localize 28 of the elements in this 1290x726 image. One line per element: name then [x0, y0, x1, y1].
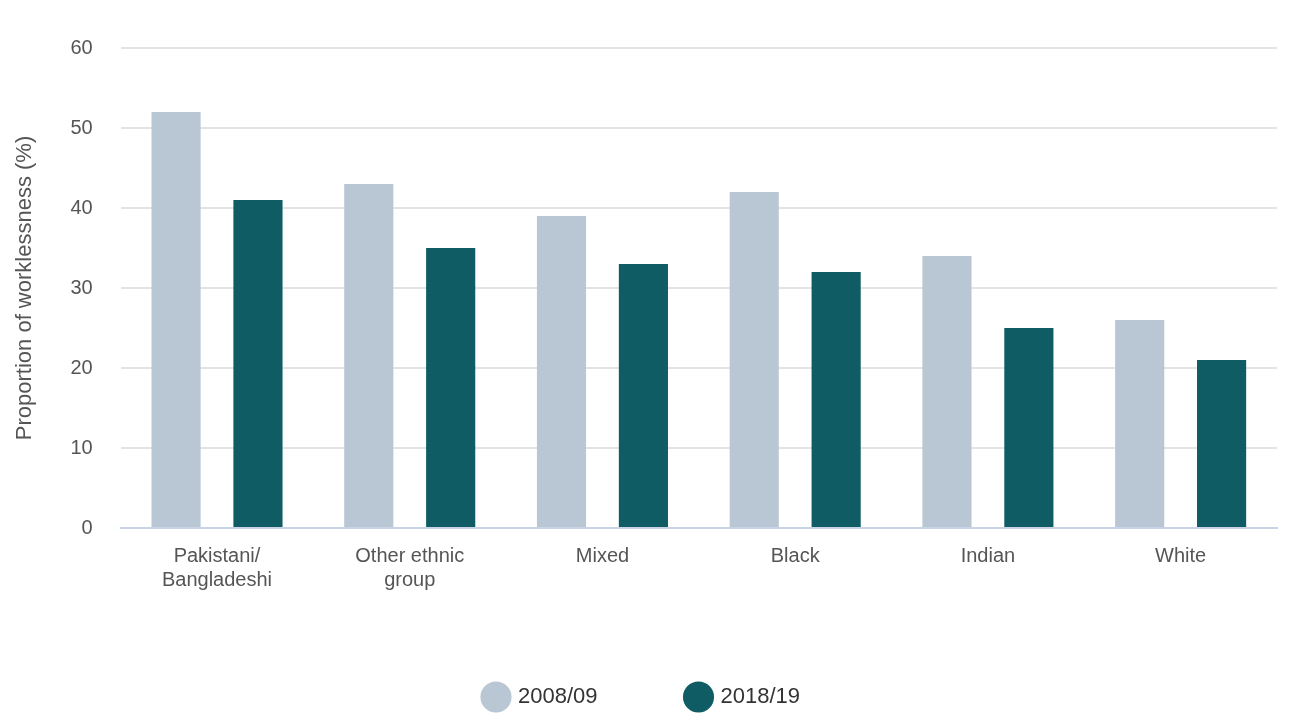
x-tick-label: Mixed	[575, 543, 630, 566]
x-tick-label: Indian	[960, 543, 1016, 566]
y-tick-label: 50	[70, 115, 93, 138]
bar	[811, 272, 861, 527]
bar	[618, 264, 668, 527]
y-tick-label: 20	[70, 355, 93, 378]
x-tick-label: Black	[770, 543, 821, 566]
bar	[922, 256, 972, 527]
y-tick-label: 0	[81, 515, 93, 538]
x-tick-label: Other ethnic group	[355, 543, 465, 590]
bar	[729, 192, 779, 527]
x-tick-label: Pakistani/Bangladeshi	[161, 543, 273, 590]
x-tick-label: White	[1155, 543, 1207, 566]
y-tick-label: 60	[70, 35, 93, 58]
bar	[344, 184, 394, 527]
bar	[536, 216, 587, 527]
y-tick-label: 40	[70, 195, 93, 218]
legend-label: 2018/19	[720, 683, 801, 709]
bar	[1115, 320, 1165, 527]
y-axis-title: Proportion of worklessness (%)	[11, 135, 37, 441]
legend-label: 2008/09	[517, 683, 598, 709]
y-tick-label: 10	[70, 435, 93, 458]
bar	[233, 200, 283, 527]
bar	[1197, 360, 1247, 527]
bar	[151, 112, 201, 527]
bar	[426, 248, 476, 527]
bar	[1004, 328, 1054, 527]
y-tick-label: 30	[70, 275, 93, 298]
